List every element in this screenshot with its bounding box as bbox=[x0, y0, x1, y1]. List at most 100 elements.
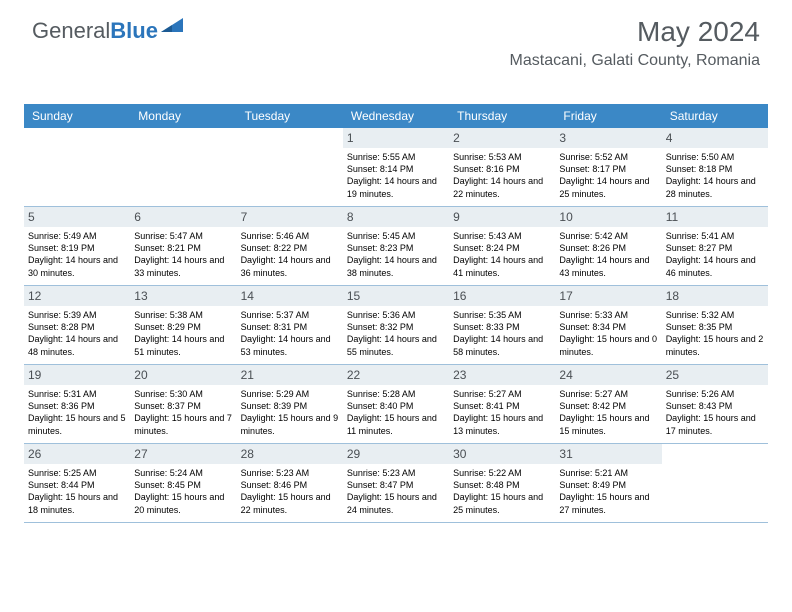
day-number: 27 bbox=[130, 444, 236, 464]
week-row: 19Sunrise: 5:31 AMSunset: 8:36 PMDayligh… bbox=[24, 365, 768, 444]
sunrise-line: Sunrise: 5:23 AM bbox=[347, 467, 445, 479]
daylight-line: Daylight: 14 hours and 36 minutes. bbox=[241, 254, 339, 278]
day-cell: 8Sunrise: 5:45 AMSunset: 8:23 PMDaylight… bbox=[343, 207, 449, 285]
sunrise-line: Sunrise: 5:33 AM bbox=[559, 309, 657, 321]
sunset-line: Sunset: 8:44 PM bbox=[28, 479, 126, 491]
daylight-line: Daylight: 15 hours and 13 minutes. bbox=[453, 412, 551, 436]
day-number: 28 bbox=[237, 444, 343, 464]
sunset-line: Sunset: 8:26 PM bbox=[559, 242, 657, 254]
day-number: 6 bbox=[130, 207, 236, 227]
daylight-line: Daylight: 15 hours and 5 minutes. bbox=[28, 412, 126, 436]
day-header: Monday bbox=[130, 104, 236, 128]
day-cell: 12Sunrise: 5:39 AMSunset: 8:28 PMDayligh… bbox=[24, 286, 130, 364]
day-number: 20 bbox=[130, 365, 236, 385]
daylight-line: Daylight: 14 hours and 38 minutes. bbox=[347, 254, 445, 278]
sunrise-line: Sunrise: 5:38 AM bbox=[134, 309, 232, 321]
day-number: 8 bbox=[343, 207, 449, 227]
sunset-line: Sunset: 8:32 PM bbox=[347, 321, 445, 333]
sunset-line: Sunset: 8:43 PM bbox=[666, 400, 764, 412]
day-header-row: Sunday Monday Tuesday Wednesday Thursday… bbox=[24, 104, 768, 128]
day-header: Sunday bbox=[24, 104, 130, 128]
page-title: May 2024 bbox=[510, 16, 760, 48]
day-header: Tuesday bbox=[237, 104, 343, 128]
daylight-line: Daylight: 15 hours and 18 minutes. bbox=[28, 491, 126, 515]
daylight-line: Daylight: 14 hours and 28 minutes. bbox=[666, 175, 764, 199]
sunset-line: Sunset: 8:36 PM bbox=[28, 400, 126, 412]
day-number: 23 bbox=[449, 365, 555, 385]
sunset-line: Sunset: 8:29 PM bbox=[134, 321, 232, 333]
day-cell: 22 Sunrise: 5:28 AMSunset: 8:40 PMDayligh… bbox=[343, 365, 449, 443]
day-number: 29 bbox=[343, 444, 449, 464]
sunrise-line: Sunrise: 5:43 AM bbox=[453, 230, 551, 242]
day-cell bbox=[237, 128, 343, 206]
daylight-line: Daylight: 14 hours and 22 minutes. bbox=[453, 175, 551, 199]
day-number: 19 bbox=[24, 365, 130, 385]
day-number: 22 bbox=[343, 365, 449, 385]
header-block: May 2024 Mastacani, Galati County, Roman… bbox=[510, 16, 760, 70]
daylight-line: Daylight: 15 hours and 15 minutes. bbox=[559, 412, 657, 436]
daylight-line: Daylight: 14 hours and 25 minutes. bbox=[559, 175, 657, 199]
day-cell: 24Sunrise: 5:27 AMSunset: 8:42 PMDayligh… bbox=[555, 365, 661, 443]
week-row: 26Sunrise: 5:25 AMSunset: 8:44 PMDayligh… bbox=[24, 444, 768, 523]
day-number: 3 bbox=[555, 128, 661, 148]
sunrise-line: Sunrise: 5:26 AM bbox=[666, 388, 764, 400]
day-number: 25 bbox=[662, 365, 768, 385]
daylight-line: Daylight: 14 hours and 41 minutes. bbox=[453, 254, 551, 278]
day-number: 26 bbox=[24, 444, 130, 464]
sunrise-line: Sunrise: 5:22 AM bbox=[453, 467, 551, 479]
daylight-line: Daylight: 15 hours and 22 minutes. bbox=[241, 491, 339, 515]
day-number: 17 bbox=[555, 286, 661, 306]
brand-logo: GeneralBlue bbox=[32, 18, 183, 44]
day-header: Wednesday bbox=[343, 104, 449, 128]
sunrise-line: Sunrise: 5:27 AM bbox=[453, 388, 551, 400]
day-header: Saturday bbox=[662, 104, 768, 128]
day-cell: 25 Sunrise: 5:26 AMSunset: 8:43 PMDayligh… bbox=[662, 365, 768, 443]
sunset-line: Sunset: 8:22 PM bbox=[241, 242, 339, 254]
day-cell: 5Sunrise: 5:49 AMSunset: 8:19 PMDaylight… bbox=[24, 207, 130, 285]
location-line: Mastacani, Galati County, Romania bbox=[510, 52, 760, 70]
daylight-line: Daylight: 15 hours and 20 minutes. bbox=[134, 491, 232, 515]
sunrise-line: Sunrise: 5:41 AM bbox=[666, 230, 764, 242]
sunrise-line: Sunrise: 5:55 AM bbox=[347, 151, 445, 163]
sunset-line: Sunset: 8:40 PM bbox=[347, 400, 445, 412]
daylight-line: Daylight: 14 hours and 30 minutes. bbox=[28, 254, 126, 278]
day-cell bbox=[24, 128, 130, 206]
day-cell: 2Sunrise: 5:53 AMSunset: 8:16 PMDaylight… bbox=[449, 128, 555, 206]
day-cell: 18Sunrise: 5:32 AMSunset: 8:35 PMDayligh… bbox=[662, 286, 768, 364]
sunset-line: Sunset: 8:47 PM bbox=[347, 479, 445, 491]
day-number: 31 bbox=[555, 444, 661, 464]
daylight-line: Daylight: 15 hours and 24 minutes. bbox=[347, 491, 445, 515]
sunrise-line: Sunrise: 5:37 AM bbox=[241, 309, 339, 321]
daylight-line: Daylight: 14 hours and 55 minutes. bbox=[347, 333, 445, 357]
week-row: 1Sunrise: 5:55 AMSunset: 8:14 PMDaylight… bbox=[24, 128, 768, 207]
sunset-line: Sunset: 8:33 PM bbox=[453, 321, 551, 333]
day-cell: 26Sunrise: 5:25 AMSunset: 8:44 PMDayligh… bbox=[24, 444, 130, 522]
day-number: 16 bbox=[449, 286, 555, 306]
daylight-line: Daylight: 15 hours and 11 minutes. bbox=[347, 412, 445, 436]
day-cell bbox=[662, 444, 768, 522]
day-number: 1 bbox=[343, 128, 449, 148]
sunrise-line: Sunrise: 5:28 AM bbox=[347, 388, 445, 400]
day-number: 21 bbox=[237, 365, 343, 385]
sunset-line: Sunset: 8:23 PM bbox=[347, 242, 445, 254]
day-number: 24 bbox=[555, 365, 661, 385]
sunset-line: Sunset: 8:31 PM bbox=[241, 321, 339, 333]
day-header: Friday bbox=[555, 104, 661, 128]
calendar-grid: Sunday Monday Tuesday Wednesday Thursday… bbox=[24, 104, 768, 523]
daylight-line: Daylight: 15 hours and 9 minutes. bbox=[241, 412, 339, 436]
sunrise-line: Sunrise: 5:39 AM bbox=[28, 309, 126, 321]
day-cell: 21Sunrise: 5:29 AMSunset: 8:39 PMDayligh… bbox=[237, 365, 343, 443]
sunrise-line: Sunrise: 5:53 AM bbox=[453, 151, 551, 163]
day-cell: 6Sunrise: 5:47 AMSunset: 8:21 PMDaylight… bbox=[130, 207, 236, 285]
daylight-line: Daylight: 15 hours and 25 minutes. bbox=[453, 491, 551, 515]
sunrise-line: Sunrise: 5:27 AM bbox=[559, 388, 657, 400]
day-number: 2 bbox=[449, 128, 555, 148]
day-cell: 11Sunrise: 5:41 AMSunset: 8:27 PMDayligh… bbox=[662, 207, 768, 285]
sunrise-line: Sunrise: 5:50 AM bbox=[666, 151, 764, 163]
day-cell: 28Sunrise: 5:23 AMSunset: 8:46 PMDayligh… bbox=[237, 444, 343, 522]
daylight-line: Daylight: 14 hours and 46 minutes. bbox=[666, 254, 764, 278]
day-cell: 13Sunrise: 5:38 AMSunset: 8:29 PMDayligh… bbox=[130, 286, 236, 364]
day-number: 7 bbox=[237, 207, 343, 227]
daylight-line: Daylight: 15 hours and 17 minutes. bbox=[666, 412, 764, 436]
day-cell: 17Sunrise: 5:33 AMSunset: 8:34 PMDayligh… bbox=[555, 286, 661, 364]
